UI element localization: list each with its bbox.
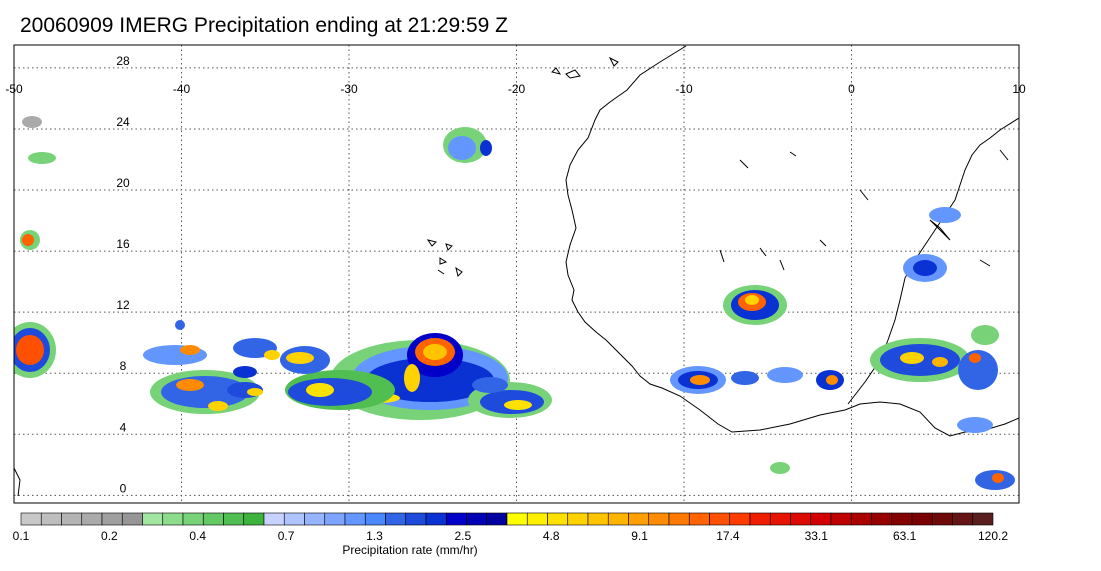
colorbar	[20, 512, 994, 526]
rain-band-central	[280, 333, 552, 420]
colorbar-swatch	[790, 512, 812, 526]
lon-tick-label: -50	[5, 82, 23, 96]
colorbar-swatch	[567, 512, 589, 526]
colorbar-tick-label: 9.1	[631, 529, 648, 543]
colorbar-tick-label: 33.1	[805, 529, 829, 543]
colorbar-swatch	[425, 512, 447, 526]
precipitation-cells	[14, 116, 1015, 490]
colorbar-swatch	[324, 512, 346, 526]
colorbar-swatch	[466, 512, 488, 526]
colorbar-swatch	[182, 512, 204, 526]
colorbar-swatch	[121, 512, 143, 526]
colorbar-swatch	[385, 512, 407, 526]
colorbar-swatch	[547, 512, 569, 526]
colorbar-swatch	[101, 512, 123, 526]
coastlines	[14, 45, 1019, 497]
colorbar-swatch	[850, 512, 872, 526]
rain-cell-north	[22, 116, 492, 164]
canary-islands	[551, 56, 619, 79]
colorbar-swatch	[587, 512, 609, 526]
africa-west-coastline	[565, 45, 1019, 437]
colorbar-swatch	[972, 512, 994, 526]
lat-tick-label: 8	[120, 359, 127, 373]
colorbar-swatch	[162, 512, 184, 526]
lat-tick-label: 28	[116, 54, 130, 68]
colorbar-swatch	[283, 512, 305, 526]
colorbar-tick-label: 120.2	[978, 529, 1008, 543]
lat-tick-label: 4	[120, 420, 127, 434]
colorbar-swatch	[40, 512, 62, 526]
lakes-inland	[719, 149, 1009, 271]
colorbar-swatch	[607, 512, 629, 526]
west-edge-island	[14, 467, 21, 497]
colorbar-swatch	[202, 512, 224, 526]
colorbar-swatch	[810, 512, 832, 526]
colorbar-swatch	[729, 512, 751, 526]
lat-tick-label: 24	[116, 115, 130, 129]
lon-tick-label: -30	[340, 82, 358, 96]
colorbar-swatch	[871, 512, 893, 526]
colorbar-swatch	[709, 512, 731, 526]
colorbar-title: Precipitation rate (mm/hr)	[342, 543, 478, 557]
colorbar-swatch	[911, 512, 933, 526]
map-background	[14, 45, 1019, 503]
colorbar-swatch	[81, 512, 103, 526]
grid-lines	[13, 45, 1020, 503]
colorbar-swatch	[304, 512, 326, 526]
colorbar-tick-label: 1.3	[366, 529, 383, 543]
colorbar-swatch	[61, 512, 83, 526]
lon-tick-label: 0	[848, 82, 855, 96]
colorbar-swatch	[223, 512, 245, 526]
colorbar-swatch	[931, 512, 953, 526]
colorbar-tick-label: 0.2	[101, 529, 118, 543]
lat-tick-label: 0	[120, 481, 127, 495]
lat-tick-label: 20	[116, 176, 130, 190]
lon-tick-label: -20	[508, 82, 526, 96]
colorbar-tick-label: 0.4	[189, 529, 206, 543]
colorbar-tick-label: 4.8	[543, 529, 560, 543]
lon-tick-label: -10	[675, 82, 693, 96]
lon-tick-label: 10	[1012, 82, 1026, 96]
colorbar-swatch	[648, 512, 670, 526]
longitude-labels: -50 -40 -30 -20 -10 0 10	[5, 82, 1026, 96]
colorbar-tick-label: 0.1	[13, 529, 30, 543]
colorbar-swatch	[830, 512, 852, 526]
colorbar-swatch	[486, 512, 508, 526]
colorbar-tick-label: 63.1	[893, 529, 917, 543]
colorbar-tick-label: 17.4	[716, 529, 740, 543]
colorbar-tick-labels: 0.1 0.2 0.4 0.7 1.3 2.5 4.8 9.1 17.4 33.1 63.1 120.…	[13, 529, 1009, 543]
colorbar-swatch	[445, 512, 467, 526]
colorbar-swatch	[405, 512, 427, 526]
colorbar-swatch	[668, 512, 690, 526]
colorbar-swatch	[142, 512, 164, 526]
colorbar-swatch	[952, 512, 974, 526]
colorbar-swatch	[688, 512, 710, 526]
colorbar-swatch	[20, 512, 42, 526]
rain-band-west	[143, 320, 280, 414]
colorbar-tick-label: 0.7	[278, 529, 295, 543]
colorbar-swatch	[364, 512, 386, 526]
map-title: 20060909 IMERG Precipitation ending at 2…	[20, 14, 508, 37]
colorbar-swatch	[243, 512, 265, 526]
colorbar-swatch	[263, 512, 285, 526]
cape-verde-islands	[426, 239, 463, 277]
colorbar-swatch	[769, 512, 791, 526]
african-interior-coast	[847, 117, 1019, 405]
colorbar-swatch	[628, 512, 650, 526]
colorbar-swatch	[749, 512, 771, 526]
colorbar-swatch	[891, 512, 913, 526]
rain-cell-west-edge	[14, 230, 56, 378]
colorbar-swatch	[344, 512, 366, 526]
map-frame	[13, 44, 1020, 504]
lat-tick-label: 16	[116, 237, 130, 251]
colorbar-swatch	[506, 512, 528, 526]
colorbar-swatch	[526, 512, 548, 526]
rain-cells-africa	[670, 207, 1015, 490]
latitude-labels: 28 24 20 16 12 8 4 0	[116, 54, 130, 495]
lat-tick-label: 12	[116, 298, 130, 312]
colorbar-tick-label: 2.5	[454, 529, 471, 543]
lon-tick-label: -40	[173, 82, 191, 96]
